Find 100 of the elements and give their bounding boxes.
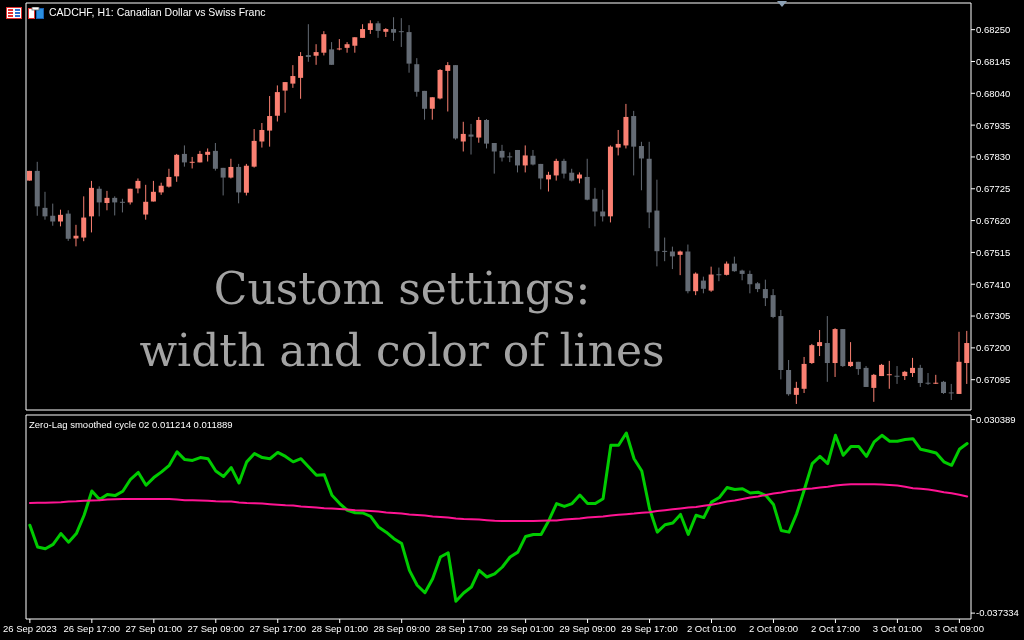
candlestick	[793, 381, 799, 405]
candlestick	[848, 341, 854, 368]
y-tick-label: 0.67410	[976, 278, 1011, 290]
candlestick	[282, 81, 288, 114]
y-tick-label: 0.67305	[976, 310, 1011, 322]
candlestick	[174, 153, 180, 183]
candlestick	[638, 141, 644, 191]
candlestick	[468, 123, 474, 156]
x-tick-label: 27 Sep 17:00	[249, 623, 307, 634]
candlestick	[220, 167, 226, 196]
y-tick-label: 0.67725	[976, 183, 1011, 195]
candlestick	[917, 364, 923, 388]
candlestick	[96, 185, 102, 217]
candlestick	[824, 315, 830, 383]
candlestick	[259, 122, 265, 149]
annotation: Custom settings: width and color of lines	[139, 263, 665, 376]
x-tick-label: 28 Sep 09:00	[373, 623, 430, 634]
candlestick	[716, 267, 722, 282]
candlestick	[298, 51, 304, 100]
candlestick	[166, 168, 172, 189]
x-tick-label: 27 Sep 09:00	[187, 623, 245, 634]
candlestick	[344, 41, 350, 54]
candlestick	[770, 288, 776, 319]
candlestick	[290, 64, 296, 89]
candlestick	[499, 144, 505, 162]
x-tick-label: 26 Sep 17:00	[63, 623, 121, 634]
candlestick	[313, 43, 319, 66]
candlestick	[693, 271, 699, 296]
candlestick	[398, 17, 404, 48]
candlestick	[375, 20, 381, 39]
text: Zero-Lag smoothed cycle 02 0.011214 0.011889	[29, 419, 233, 430]
candlestick	[212, 142, 218, 172]
candlestick	[104, 190, 110, 211]
x-tick-label: 29 Sep 09:00	[559, 623, 616, 634]
candlestick	[274, 84, 280, 122]
candlestick	[871, 373, 877, 403]
candlestick	[507, 151, 513, 163]
y-tick-label: 0.68040	[976, 87, 1011, 99]
candlestick	[81, 195, 87, 242]
candlestick	[422, 90, 428, 121]
x-tick-label: 2 Oct 17:00	[810, 623, 861, 634]
x-tick-label: 3 Oct 01:00	[872, 623, 922, 634]
y-tick-label: 0.67095	[976, 374, 1011, 386]
candlestick	[894, 365, 900, 385]
x-tick-label: 2 Oct 09:00	[748, 623, 799, 634]
candlestick	[445, 61, 451, 112]
candlestick	[553, 158, 559, 182]
candlestick	[50, 203, 56, 227]
candlestick	[809, 343, 815, 365]
candlestick	[460, 121, 466, 152]
x-tick-label: 3 Oct 09:00	[934, 623, 984, 634]
candlestick	[522, 144, 528, 173]
candlestick	[181, 144, 187, 168]
y-tick-label: 0.67830	[976, 151, 1011, 163]
candlestick	[863, 365, 869, 388]
x-tick-label: 29 Sep 17:00	[621, 623, 678, 634]
y-tick-label: 0.67200	[976, 342, 1011, 354]
candlestick	[391, 16, 397, 42]
candlestick	[135, 177, 141, 194]
y-tick-label: 0.68145	[976, 55, 1011, 67]
y-tick-label: 0.68250	[976, 24, 1011, 36]
x-tick-label: 28 Sep 17:00	[435, 623, 492, 634]
x-tick-label: 26 Sep 2023	[2, 623, 57, 634]
x-tick-label: 29 Sep 01:00	[497, 623, 554, 634]
y-tick-label: 0.67935	[976, 119, 1011, 131]
candlestick	[592, 187, 598, 227]
candlestick	[910, 357, 916, 378]
candlestick	[143, 184, 149, 221]
candlestick	[708, 266, 714, 293]
candlestick	[662, 237, 668, 262]
candlestick	[584, 158, 590, 201]
candlestick	[561, 158, 567, 179]
candlestick	[886, 360, 892, 390]
y-tick-label: 0.030389	[976, 413, 1016, 425]
x-tick-label: 28 Sep 01:00	[311, 623, 368, 634]
candlestick	[42, 191, 48, 221]
line-series	[28, 483, 969, 522]
y-tick-label: 0.67620	[976, 214, 1011, 226]
candlestick	[491, 142, 497, 175]
y-tick-label: 0.67515	[976, 246, 1011, 258]
candlestick	[747, 270, 753, 294]
candlestick	[615, 129, 621, 156]
candlestick	[925, 372, 931, 386]
candlestick	[817, 329, 823, 357]
candlestick	[476, 116, 482, 144]
candlestick	[336, 38, 342, 51]
candlestick	[267, 95, 273, 148]
y-tick-label: -0.037334	[976, 607, 1019, 619]
chart-title: CADCHF, H1: Canadian Dollar vs Swiss Franc	[49, 6, 266, 18]
candlestick	[329, 41, 335, 66]
candlestick	[484, 118, 490, 149]
x-tick-label: 27 Sep 01:00	[125, 623, 183, 634]
candlestick	[429, 96, 435, 121]
line-series	[28, 431, 969, 603]
candlestick	[762, 279, 768, 307]
candlestick	[321, 30, 327, 56]
candlestick	[948, 383, 954, 401]
candlestick	[538, 163, 544, 190]
candlestick	[305, 23, 311, 63]
x-tick-label: 2 Oct 01:00	[686, 623, 737, 634]
